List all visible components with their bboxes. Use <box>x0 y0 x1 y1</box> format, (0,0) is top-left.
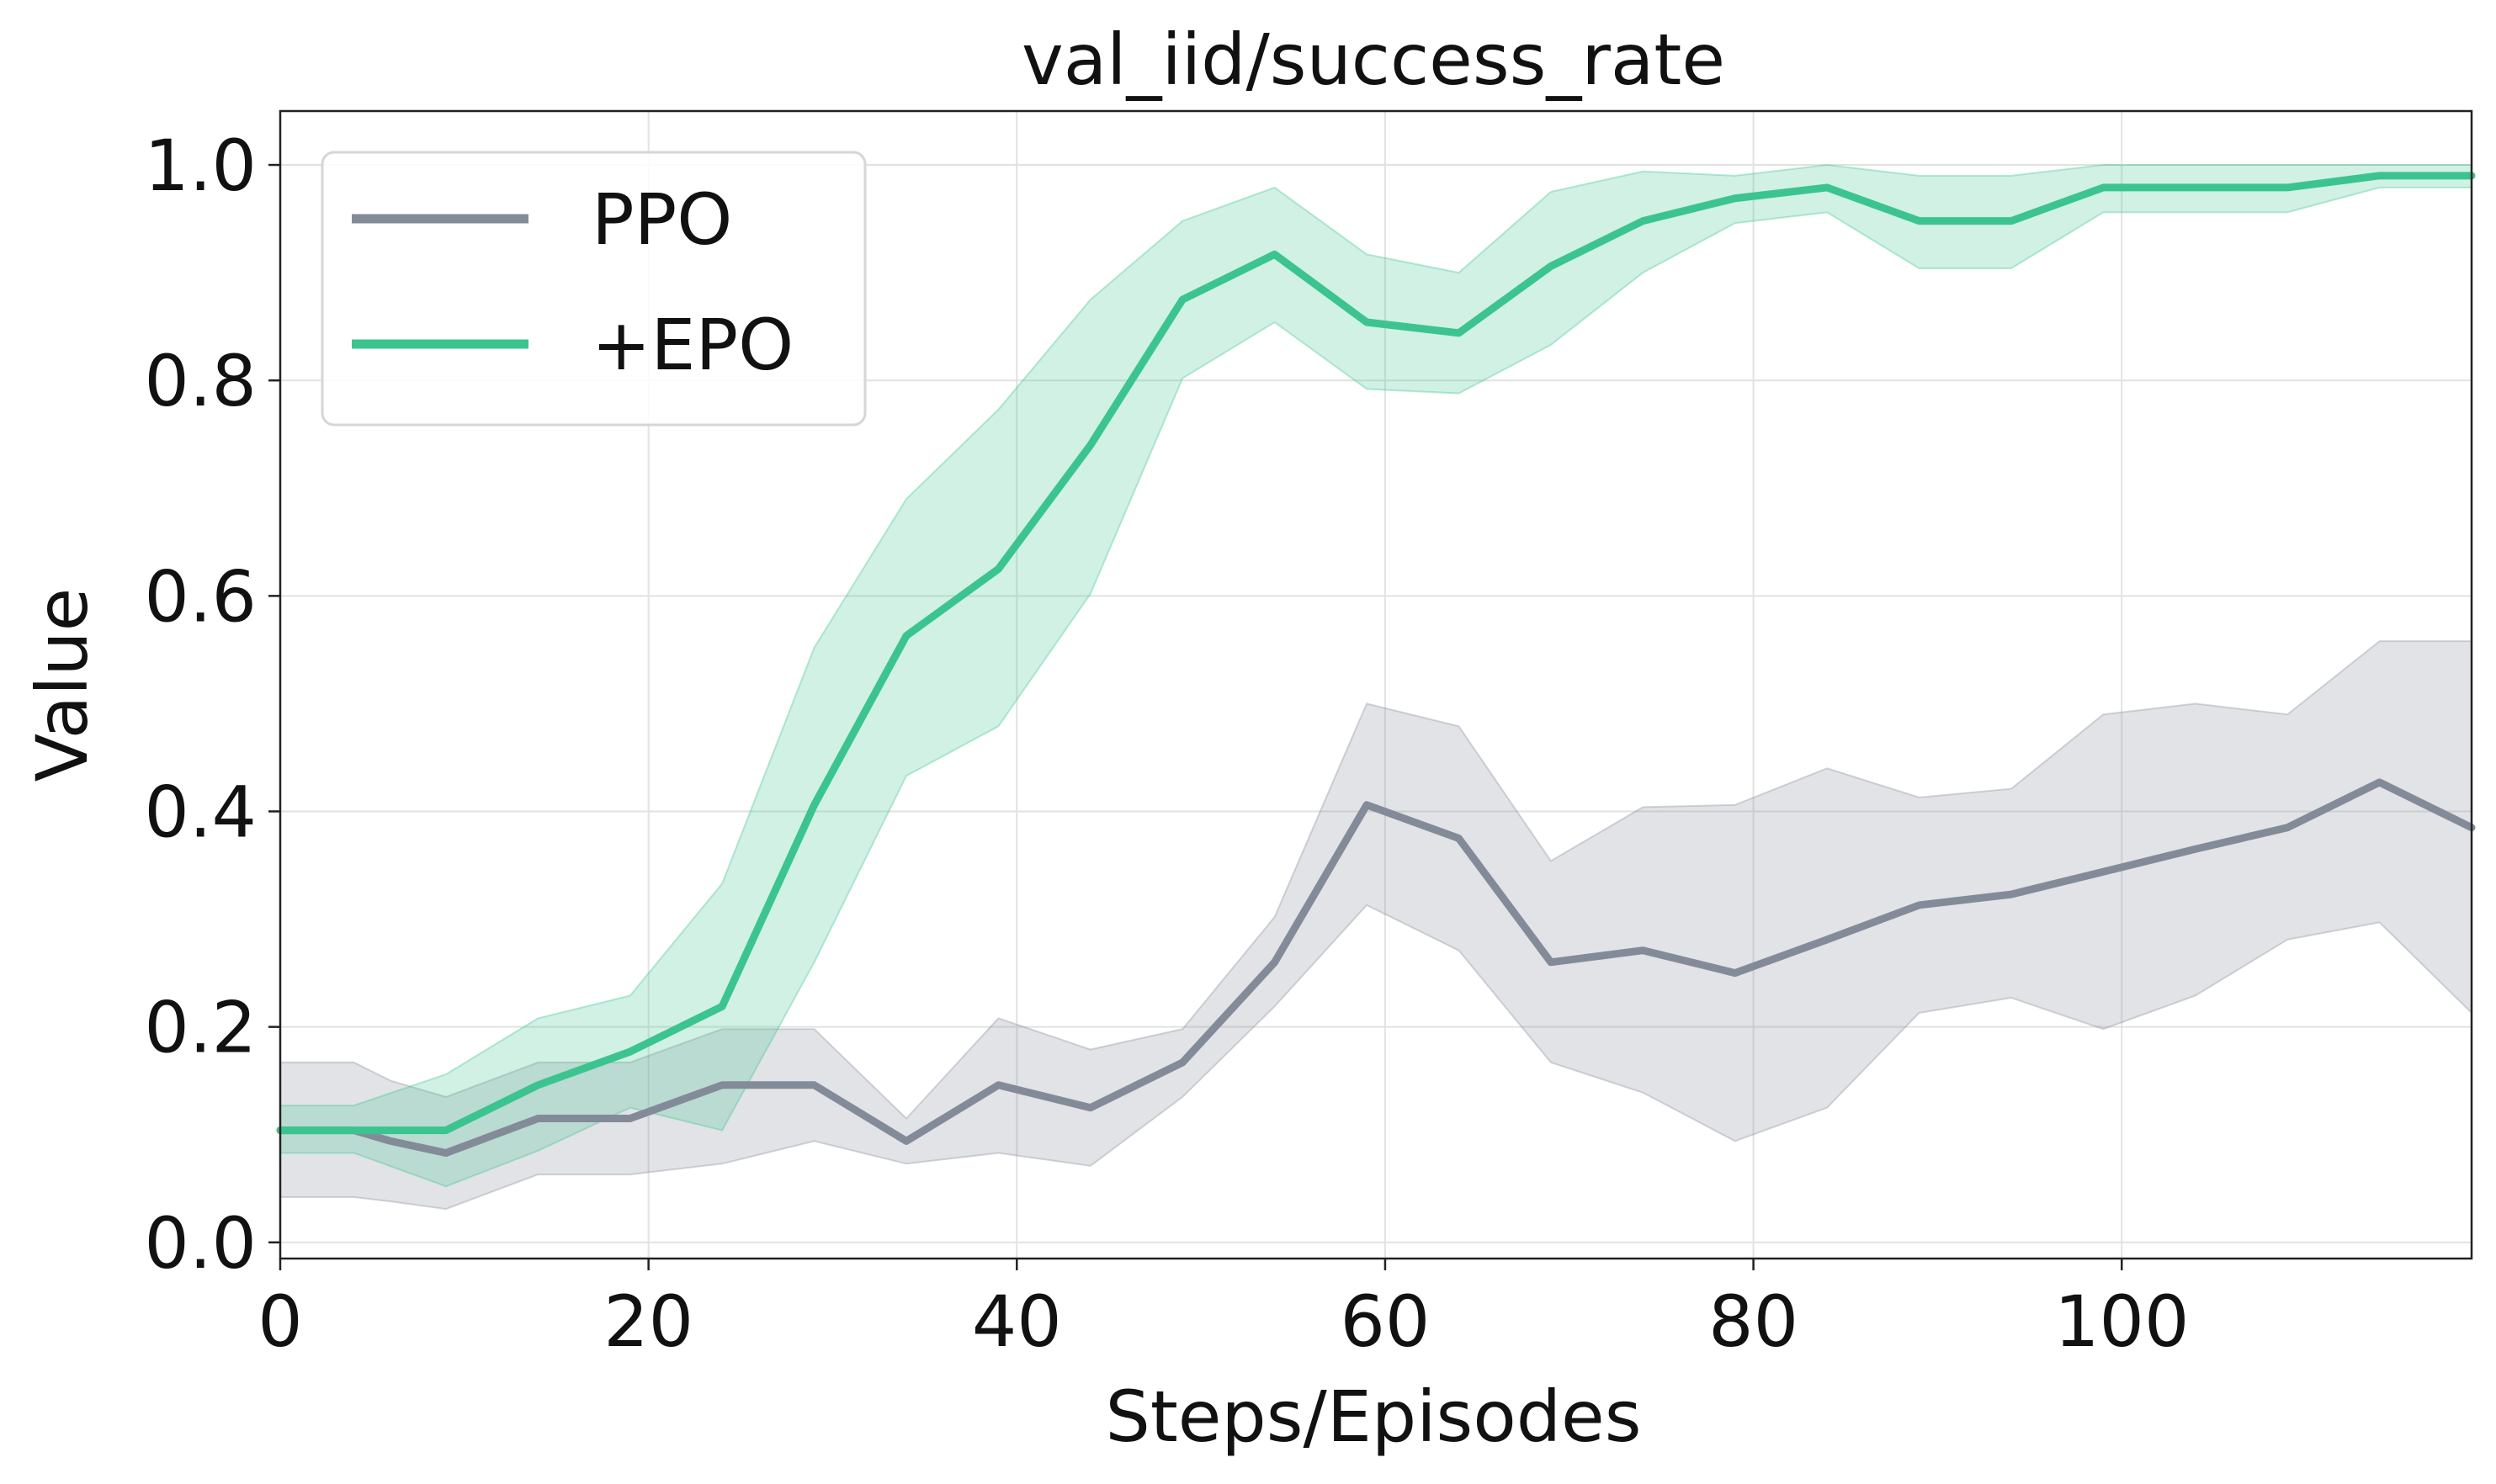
x-tick-label: 80 <box>1708 1280 1798 1363</box>
x-tick-label: 0 <box>258 1280 302 1363</box>
x-axis-label: Steps/Episodes <box>1106 1375 1642 1458</box>
legend-label-epo: +EPO <box>592 304 794 386</box>
y-tick-label: 1.0 <box>144 125 257 207</box>
y-tick-label: 0.2 <box>144 987 257 1069</box>
x-tick-label: 20 <box>603 1280 693 1363</box>
y-tick-label: 0.4 <box>144 771 257 853</box>
y-tick-label: 0.0 <box>144 1202 257 1285</box>
y-axis-label: Value <box>21 588 104 782</box>
series-line-epo <box>276 172 2476 1135</box>
legend: PPO +EPO <box>321 151 867 427</box>
band-ppo <box>279 640 2472 1211</box>
chart-title: val_iid/success_rate <box>1022 19 1725 101</box>
axis-ticks: 0 20 40 60 80 100 0.0 0.2 0.4 0.6 0.8 1.0 <box>144 125 2189 1363</box>
x-tick-label: 100 <box>2054 1280 2189 1363</box>
x-tick-label: 40 <box>972 1280 1062 1363</box>
plot-frame <box>279 109 2473 1260</box>
y-tick-label: 0.6 <box>144 555 257 638</box>
series-lines <box>276 172 2476 1157</box>
x-tick-label: 60 <box>1340 1280 1430 1363</box>
legend-label-ppo: PPO <box>592 178 732 261</box>
y-tick-label: 0.8 <box>144 340 257 422</box>
series-line-ppo <box>276 778 2476 1157</box>
